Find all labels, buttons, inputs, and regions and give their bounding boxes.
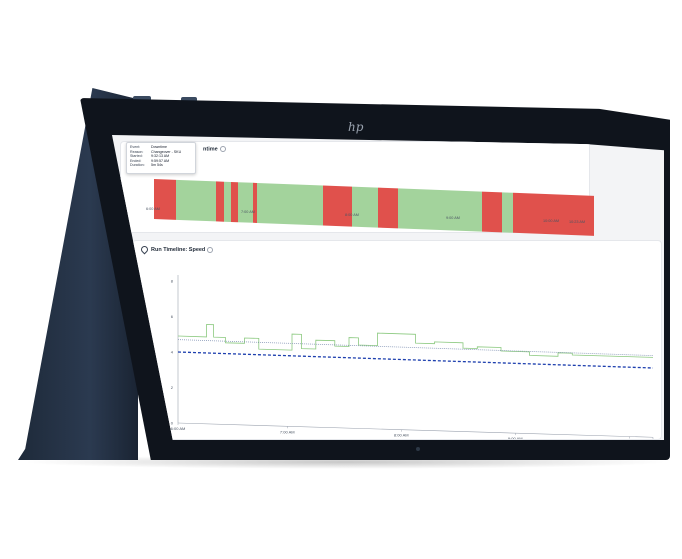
downtime-tooltip: Event: Downtime Reason: Changeover - SKU S…: [126, 142, 196, 174]
timeline-segment-down[interactable]: [215, 181, 225, 222]
hinge-left-2: [181, 97, 197, 102]
timeline-axis-label: 10:00 AM: [543, 219, 560, 223]
x-axis-line: [177, 422, 654, 438]
speed-chart-title: Run Timeline: Speed: [151, 246, 206, 253]
tooltip-row: Reason: Changeover - SKU: [130, 149, 182, 154]
info-icon[interactable]: [219, 146, 226, 152]
app-screen: ntime 6:00 AM 7:00 AM 8:00 AM 9:00 AM 10…: [112, 135, 664, 440]
y-tick-label: 6: [171, 314, 174, 319]
timeline-segment-down[interactable]: [378, 187, 399, 229]
tooltip-row: Event: Downtime: [130, 145, 167, 149]
downtime-title: ntime: [203, 146, 218, 153]
x-tick-label: 6:00 AM: [171, 426, 186, 431]
timeline-axis-label: 8:00 AM: [345, 213, 359, 217]
hp-logo: hp: [348, 120, 364, 134]
timeline-segment-down[interactable]: [323, 185, 352, 227]
speed-series-solid: [177, 324, 654, 358]
speed-card: Run Timeline: Speed 0 2 4 6 8 6:00 AM 7:00 AM 8…: [132, 240, 662, 440]
y-tick-label: 8: [171, 279, 174, 284]
tooltip-row: Started: 9:32:13 AM: [130, 154, 170, 159]
timeline-segment-down[interactable]: [154, 179, 176, 220]
x-tick-label: 9:00 AM: [508, 436, 523, 439]
timeline-segment-running[interactable]: [398, 188, 482, 232]
timeline-segment-down[interactable]: [231, 181, 238, 223]
tooltip-row: Ended: 9:59:57 AM: [130, 158, 170, 163]
timeline-segment-running[interactable]: [257, 182, 324, 226]
timeline-segment-down[interactable]: [512, 192, 594, 236]
info-icon[interactable]: [207, 246, 214, 253]
timeline-axis-label: 6:00 AM: [146, 207, 160, 211]
timeline-segment-down[interactable]: [481, 191, 502, 233]
x-tick-label: 7:00 AM: [280, 429, 295, 434]
y-tick-label: 0: [171, 421, 174, 426]
timeline-axis-label: 10:23 AM: [569, 220, 586, 224]
tooltip-row: Duration: 5m 54s: [130, 163, 163, 168]
camera-dot: [416, 447, 420, 451]
timeline-segment-running[interactable]: [237, 182, 253, 223]
y-tick-label: 4: [171, 350, 174, 355]
y-tick-label: 2: [171, 385, 174, 390]
timeline-segment-running[interactable]: [501, 192, 513, 233]
timeline-segment-running[interactable]: [176, 179, 216, 222]
downtime-timeline-bar[interactable]: [154, 179, 594, 236]
x-tick-label: 8:00 AM: [394, 433, 409, 438]
hinge-left: [133, 96, 151, 101]
timeline-axis-label: 7:00 AM: [241, 210, 255, 214]
timeline-axis-label: 9:00 AM: [446, 216, 460, 220]
speed-series-dashed: [177, 351, 654, 369]
downtime-card: ntime 6:00 AM 7:00 AM 8:00 AM 9:00 AM 10…: [120, 141, 594, 236]
timeline-segment-running[interactable]: [352, 186, 379, 228]
timeline-segment-running[interactable]: [224, 181, 231, 222]
speed-series-dotted: [177, 339, 654, 356]
